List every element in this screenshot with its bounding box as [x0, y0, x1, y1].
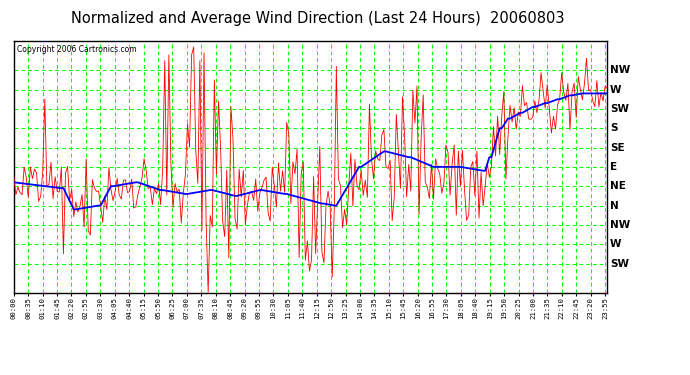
- Text: NW: NW: [610, 65, 631, 75]
- Text: SW: SW: [610, 104, 629, 114]
- Text: S: S: [610, 123, 618, 133]
- Text: E: E: [610, 162, 618, 172]
- Text: SE: SE: [610, 142, 624, 153]
- Text: Copyright 2006 Cartronics.com: Copyright 2006 Cartronics.com: [17, 45, 137, 54]
- Text: Normalized and Average Wind Direction (Last 24 Hours)  20060803: Normalized and Average Wind Direction (L…: [70, 11, 564, 26]
- Text: NW: NW: [610, 220, 631, 230]
- Text: N: N: [610, 201, 619, 210]
- Text: W: W: [610, 239, 622, 249]
- Text: SW: SW: [610, 258, 629, 268]
- Text: W: W: [610, 85, 622, 94]
- Text: NE: NE: [610, 181, 626, 191]
